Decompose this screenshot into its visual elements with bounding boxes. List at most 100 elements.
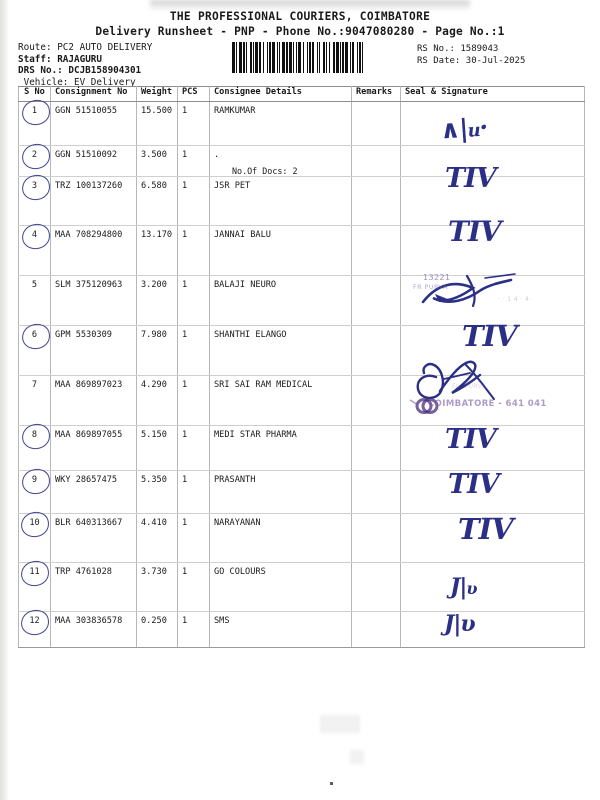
- table-row[interactable]: 6 GPM 5530309 7.980 1 SHANTHI ELANGO: [18, 321, 585, 376]
- cell-consignee-details: JANNAI BALU: [209, 225, 352, 276]
- col-header-seal-signature: Seal & Signature: [400, 86, 585, 102]
- cell-weight: 6.580: [136, 176, 178, 226]
- col-header-remarks: Remarks: [351, 86, 401, 102]
- table-row[interactable]: 11 TRP 4761028 3.730 1 GO COLOURS: [18, 558, 585, 612]
- cell-sno: 4: [18, 221, 51, 276]
- cell-consignment-no: TRZ 100137260: [50, 176, 137, 226]
- cell-weight: 4.290: [136, 375, 178, 426]
- scan-speck-artifact: [330, 782, 333, 785]
- cell-remarks[interactable]: [351, 145, 401, 177]
- cell-remarks[interactable]: [351, 425, 401, 471]
- cell-sno-text: 5: [31, 280, 38, 290]
- document-subtitle: Delivery Runsheet - PNP - Phone No.:9047…: [95, 25, 505, 38]
- rs-date-label: RS Date:: [417, 55, 461, 66]
- header-meta-right: RS No.: 1589043 RS Date: 30-Jul-2025: [417, 44, 525, 67]
- cell-sno-text: 7: [31, 380, 38, 390]
- cell-remarks[interactable]: [351, 470, 401, 514]
- route-line: Route: PC2 AUTO DELIVERY: [18, 42, 152, 54]
- table-row[interactable]: 12 MAA 303836578 0.250 1 SMS: [18, 607, 585, 648]
- cell-seal-signature[interactable]: [400, 562, 585, 612]
- cell-pcs: 1: [177, 562, 210, 612]
- cell-consignment-no: GPM 5530309: [50, 325, 137, 376]
- drs-label: DRS No.:: [18, 65, 63, 77]
- table-row[interactable]: 4 MAA 708294800 13.170 1 JANNAI BALU: [18, 221, 585, 276]
- cell-seal-signature[interactable]: [400, 275, 585, 326]
- cell-weight: 5.150: [136, 425, 178, 471]
- cell-sno-text: 3: [31, 181, 38, 191]
- cell-seal-signature[interactable]: [400, 611, 585, 648]
- cell-consignment-no: MAA 869897055: [50, 425, 137, 471]
- cell-consignee-details: PRASANTH: [209, 470, 352, 514]
- cell-consignee-details: BALAJI NEURO: [209, 275, 352, 326]
- cell-remarks[interactable]: [351, 101, 401, 146]
- cell-weight: 13.170: [136, 225, 178, 276]
- table-row[interactable]: 2 GGN 51510092 3.500 1. No.Of Docs: 2: [18, 141, 585, 177]
- cell-consignment-no: WKY 28657475: [50, 470, 137, 514]
- cell-seal-signature[interactable]: [400, 145, 585, 177]
- cell-seal-signature[interactable]: [400, 101, 585, 146]
- route-value: PC2 AUTO DELIVERY: [57, 42, 153, 53]
- cell-sno: 12: [18, 607, 51, 648]
- rs-date-value: 30-Jul-2025: [465, 55, 526, 66]
- cell-consignee-details: JSR PET: [209, 176, 352, 226]
- cell-remarks[interactable]: [351, 275, 401, 326]
- cell-sno: 8: [18, 421, 51, 471]
- cell-seal-signature[interactable]: [400, 325, 585, 376]
- cell-weight: 3.730: [136, 562, 178, 612]
- cell-weight: 4.410: [136, 513, 178, 563]
- cell-remarks[interactable]: [351, 325, 401, 376]
- col-header-weight: Weight: [136, 86, 178, 102]
- cell-remarks[interactable]: [351, 225, 401, 276]
- cell-consignment-no: MAA 708294800: [50, 225, 137, 276]
- table-header-row: S No Consignment No Weight PCS Consignee…: [18, 86, 585, 102]
- cell-consignee-details: RAMKUMAR: [209, 101, 352, 146]
- cell-weight: 0.250: [136, 611, 178, 648]
- col-header-consignee-details: Consignee Details: [209, 86, 352, 102]
- cell-seal-signature[interactable]: [400, 375, 585, 426]
- cell-consignment-no: MAA 869897023: [50, 375, 137, 426]
- table-row[interactable]: 10 BLR 640313667 4.410 1 NARAYANAN: [18, 509, 585, 563]
- scan-ghost-artifact: [320, 715, 360, 733]
- cell-seal-signature[interactable]: [400, 225, 585, 276]
- company-title: THE PROFESSIONAL COURIERS, COIMBATORE: [169, 10, 431, 23]
- cell-remarks[interactable]: [351, 611, 401, 648]
- cell-remarks[interactable]: [351, 513, 401, 563]
- cell-consignment-no: TRP 4761028: [50, 562, 137, 612]
- table-row[interactable]: 9 WKY 28657475 5.350 1 PRASANTH: [18, 466, 585, 514]
- cell-remarks[interactable]: [351, 562, 401, 612]
- vehicle-label: Vehicle:: [23, 76, 69, 88]
- cell-seal-signature[interactable]: [400, 425, 585, 471]
- staff-label: Staff:: [18, 53, 52, 65]
- table-row[interactable]: 7 MAA 869897023 4.290 1 SRI SAI RAM MEDICAL: [18, 375, 585, 426]
- cell-seal-signature[interactable]: [400, 513, 585, 563]
- drs-line: DRS No.: DCJB158904301: [18, 65, 152, 77]
- cell-seal-signature[interactable]: [400, 176, 585, 226]
- cell-sno: 2: [18, 141, 51, 177]
- cell-pcs: 1: [177, 325, 210, 376]
- staff-line: Staff: RAJAGURU: [18, 54, 152, 66]
- cell-sno-text: 8: [31, 430, 38, 440]
- table-row[interactable]: 5 SLM 375120963 3.200 1 BALAJI NEURO: [18, 275, 585, 326]
- cell-consignee-details: SRI SAI RAM MEDICAL: [209, 375, 352, 426]
- table-row[interactable]: 3 TRZ 100137260 6.580 1 JSR PET: [18, 172, 585, 226]
- cell-remarks[interactable]: [351, 176, 401, 226]
- cell-consignee-details: MEDI STAR PHARMA: [209, 425, 352, 471]
- cell-pcs: 1: [177, 176, 210, 226]
- vehicle-value: EV Delivery: [74, 76, 136, 88]
- cell-pcs: 1: [177, 425, 210, 471]
- cell-consignment-no: MAA 303836578: [50, 611, 137, 648]
- cell-sno: 3: [18, 172, 51, 226]
- cell-sno: 9: [18, 466, 51, 514]
- col-header-pcs: PCS: [177, 86, 210, 102]
- cell-sno: 10: [18, 509, 51, 563]
- cell-sno-text: 11: [29, 567, 40, 577]
- cell-weight: 3.500: [136, 145, 178, 177]
- cell-sno-text: 1: [31, 106, 38, 116]
- scan-edge-artifact: [0, 0, 9, 800]
- table-row[interactable]: 1 GGN 51510055 15.500 1 RAMKUMAR: [18, 97, 585, 146]
- cell-remarks[interactable]: [351, 375, 401, 426]
- vehicle-line: Vehicle: EV Delivery: [18, 77, 152, 89]
- cell-seal-signature[interactable]: [400, 470, 585, 514]
- table-row[interactable]: 8 MAA 869897055 5.150 1 MEDI STAR PHARMA: [18, 421, 585, 471]
- header-meta-left: Route: PC2 AUTO DELIVERY Staff: RAJAGURU…: [18, 42, 152, 88]
